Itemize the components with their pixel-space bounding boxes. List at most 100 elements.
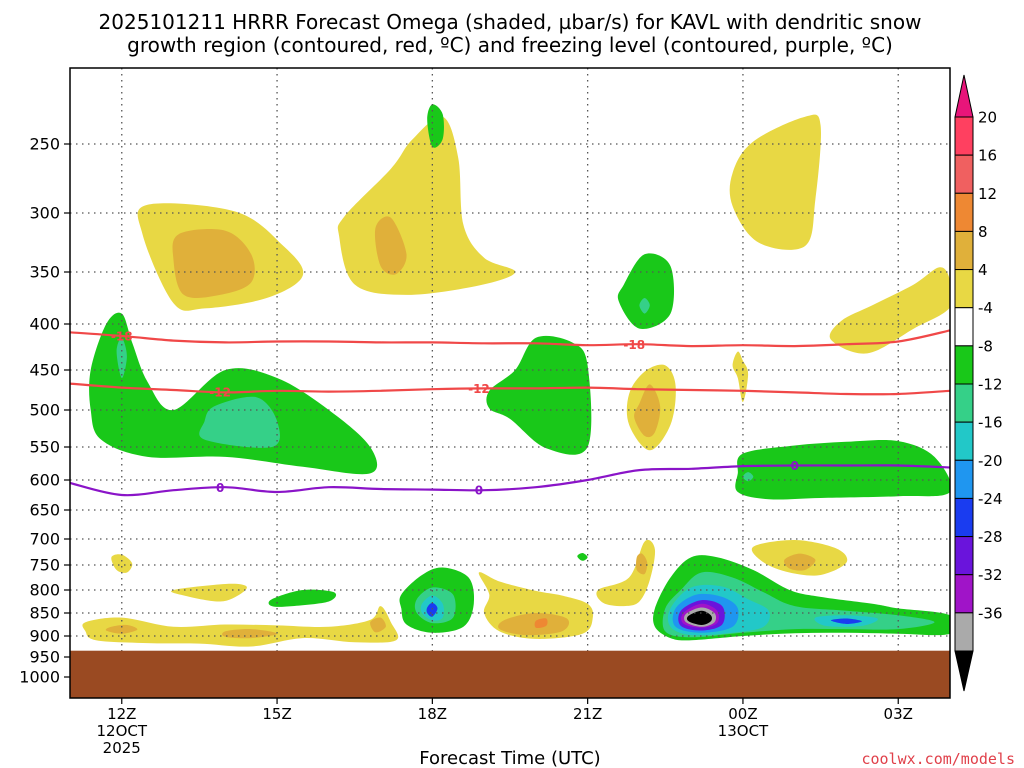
y-tick-label: 850 bbox=[29, 604, 60, 623]
omega-region bbox=[427, 104, 444, 148]
contour-label: 0 bbox=[475, 484, 483, 498]
contour-label: -18 bbox=[111, 329, 133, 343]
terrain-surface bbox=[70, 650, 950, 698]
x-tick-date-label: 13OCT bbox=[718, 722, 769, 740]
contour-label: -18 bbox=[623, 338, 645, 352]
colorbar-label: 12 bbox=[978, 185, 997, 203]
colorbar-label: -8 bbox=[978, 337, 993, 355]
contour-line bbox=[70, 329, 950, 348]
y-tick-label: 800 bbox=[29, 581, 60, 600]
x-tick-label: 18Z bbox=[418, 705, 447, 723]
colorbar-swatch bbox=[954, 574, 974, 614]
colorbar-label: -32 bbox=[978, 566, 1003, 584]
colorbar-label: -28 bbox=[978, 528, 1003, 546]
omega-region bbox=[498, 612, 570, 636]
y-axis-ticks: 250 300 350 400 450 500 550 600 650 700 750 800 850 9… bbox=[19, 135, 70, 687]
omega-region bbox=[199, 396, 280, 448]
contour-label: -12 bbox=[209, 386, 231, 400]
omega-region bbox=[686, 610, 712, 625]
x-tick-label: 00Z bbox=[728, 705, 757, 723]
y-tick-label: 350 bbox=[29, 263, 60, 282]
x-tick-label: 12Z bbox=[107, 705, 136, 723]
omega-region bbox=[370, 617, 386, 633]
omega-region bbox=[105, 624, 138, 634]
omega-region bbox=[636, 553, 648, 575]
x-tick-label: 15Z bbox=[262, 705, 291, 723]
y-tick-label: 700 bbox=[29, 530, 60, 549]
omega-region bbox=[742, 472, 754, 482]
x-tick-year-label: 2025 bbox=[103, 739, 141, 757]
colorbar-swatch bbox=[954, 497, 974, 538]
omega-region bbox=[577, 552, 588, 561]
y-tick-label: 600 bbox=[29, 471, 60, 490]
y-tick-label: 650 bbox=[29, 501, 60, 520]
colorbar-label: -4 bbox=[978, 299, 993, 317]
omega-region bbox=[534, 618, 548, 629]
colorbar-swatch bbox=[954, 421, 974, 461]
omega-region bbox=[172, 229, 255, 299]
omega-region bbox=[374, 216, 407, 275]
colorbar-label: 20 bbox=[978, 109, 997, 127]
colorbar-swatch bbox=[954, 307, 974, 347]
colorbar-label: -36 bbox=[978, 604, 1003, 622]
colorbar-label: -24 bbox=[978, 490, 1003, 508]
plot-border bbox=[69, 67, 951, 699]
omega-region bbox=[634, 384, 661, 438]
colorbar-label: 16 bbox=[978, 147, 997, 165]
y-tick-label: 750 bbox=[29, 556, 60, 575]
omega-region bbox=[268, 589, 337, 607]
contour-label: 0 bbox=[791, 459, 799, 473]
colorbar-label: -12 bbox=[978, 376, 1003, 394]
y-tick-label: 300 bbox=[29, 204, 60, 223]
colorbar-under-arrow bbox=[954, 650, 974, 692]
x-tick-label: 21Z bbox=[573, 705, 602, 723]
y-tick-label: 550 bbox=[29, 438, 60, 457]
y-tick-label: 450 bbox=[29, 361, 60, 380]
colorbar-over-arrow bbox=[954, 74, 974, 118]
omega-region bbox=[116, 337, 127, 379]
colorbar-swatch bbox=[954, 269, 974, 309]
omega-region bbox=[729, 114, 821, 250]
y-tick-label: 900 bbox=[29, 627, 60, 646]
colorbar-label: -16 bbox=[978, 414, 1003, 432]
omega-region bbox=[426, 602, 438, 617]
site-credit: coolwx.com/models bbox=[861, 750, 1015, 768]
omega-region bbox=[617, 253, 675, 329]
colorbar-label: 8 bbox=[978, 223, 988, 241]
colorbar-label: 4 bbox=[978, 261, 988, 279]
y-tick-label: 950 bbox=[29, 648, 60, 667]
contour-line bbox=[70, 464, 950, 497]
colorbar-swatch bbox=[954, 154, 974, 194]
colorbar-swatch bbox=[954, 383, 974, 423]
x-tick-label: 03Z bbox=[884, 705, 913, 723]
colorbar-swatch bbox=[954, 192, 974, 232]
colorbar-swatch bbox=[954, 459, 974, 499]
y-tick-label: 400 bbox=[29, 315, 60, 334]
y-tick-label: 1000 bbox=[19, 668, 60, 687]
x-axis-title: Forecast Time (UTC) bbox=[419, 748, 600, 768]
chart-title-line-1: 2025101211 HRRR Forecast Omega (shaded, … bbox=[99, 10, 922, 34]
omega-region bbox=[639, 298, 650, 314]
x-tick-date-label: 12OCT bbox=[96, 722, 147, 740]
contour-line bbox=[70, 382, 950, 396]
omega-region bbox=[735, 440, 950, 500]
contour-label: 0 bbox=[216, 481, 224, 495]
temperature-contours: -18 -18 -12 -12 0 0 0 bbox=[70, 329, 950, 498]
omega-region bbox=[830, 618, 862, 625]
colorbar-label: -20 bbox=[978, 452, 1003, 470]
colorbar-swatch bbox=[954, 230, 974, 271]
y-tick-label: 250 bbox=[29, 135, 60, 154]
chart-title-line-2: growth region (contoured, red, ºC) and f… bbox=[127, 33, 893, 57]
omega-region bbox=[732, 351, 749, 403]
colorbar-swatch bbox=[954, 116, 974, 156]
omega-region bbox=[783, 553, 816, 571]
colorbar-swatch bbox=[954, 612, 974, 652]
colorbar-swatch bbox=[954, 536, 974, 576]
omega-region bbox=[111, 554, 133, 573]
omega-region bbox=[829, 267, 950, 354]
contour-label: -12 bbox=[468, 382, 490, 396]
omega-region bbox=[171, 583, 247, 602]
omega-region bbox=[486, 335, 592, 455]
